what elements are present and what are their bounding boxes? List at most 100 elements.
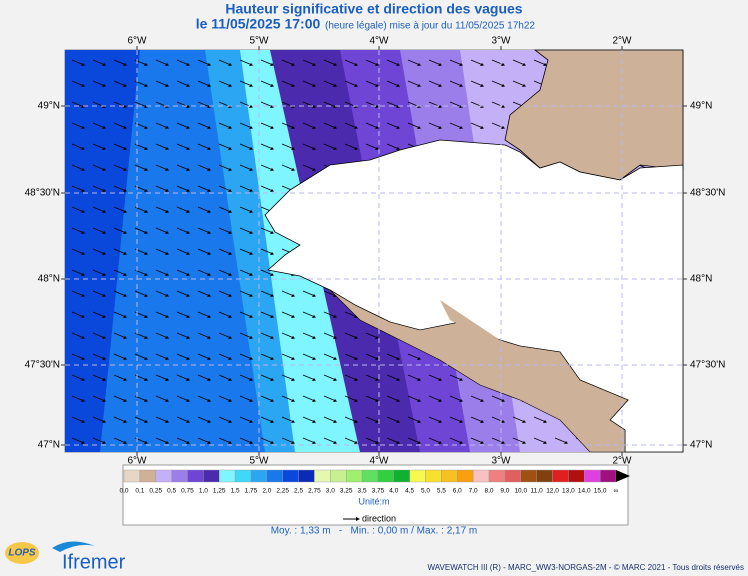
wave-arrow: [344, 59, 358, 66]
wave-arrow-head: [438, 399, 442, 402]
wave-arrow: [302, 290, 316, 297]
wave-arrow-head: [396, 63, 400, 66]
wave-arrow-head: [81, 399, 85, 402]
wave-arrow: [239, 143, 253, 150]
wave-arrow-head: [123, 63, 127, 66]
wave-arrow: [71, 185, 85, 192]
wave-arrow-head: [291, 168, 295, 171]
wave-arrow-head: [543, 420, 547, 423]
wave-arrow-head: [459, 420, 463, 423]
wave-arrow: [323, 59, 337, 66]
wave-arrow: [407, 122, 421, 129]
wave-arrow: [344, 416, 358, 423]
wave-arrow: [92, 143, 106, 150]
lat-label: 48°30'N: [25, 188, 60, 199]
wave-arrow: [92, 416, 106, 423]
wave-arrow: [260, 59, 274, 66]
wave-arrow-head: [144, 147, 148, 150]
wave-arrow-head: [81, 210, 85, 213]
wave-arrow: [239, 353, 253, 360]
lon-label: 4°W: [370, 456, 390, 467]
wave-arrow-head: [207, 441, 211, 444]
wave-arrow-head: [144, 378, 148, 381]
stats: Moy. : 1,33 m - Min. : 0,00 m / Max. : 2…: [271, 526, 478, 537]
wave-arrow: [365, 416, 379, 423]
wave-arrow: [197, 185, 211, 192]
wave-arrow: [428, 395, 442, 402]
wave-arrow: [323, 101, 337, 108]
wave-arrow-head: [480, 441, 484, 444]
wave-arrow-head: [228, 399, 232, 402]
wave-arrow: [197, 353, 211, 360]
lon-label: 2°W: [613, 36, 633, 47]
wave-arrow-head: [312, 294, 316, 297]
wave-arrow: [218, 185, 232, 192]
wave-arrow-head: [249, 126, 253, 129]
wave-arrow: [92, 290, 106, 297]
wave-arrow: [197, 80, 211, 87]
wave-arrow-head: [81, 147, 85, 150]
legend-label: 0,5: [167, 488, 176, 495]
credit: WAVEWATCH III (R) - MARC_WW3-NORGAS-2M -…: [428, 563, 744, 572]
wave-arrow: [428, 437, 442, 444]
wave-arrow: [470, 122, 484, 129]
wave-arrow-head: [102, 378, 106, 381]
wave-arrow-head: [396, 357, 400, 360]
wave-arrow-head: [375, 105, 379, 108]
wave-arrow-head: [333, 147, 337, 150]
wave-arrow-head: [165, 189, 169, 192]
wave-arrow-head: [480, 399, 484, 402]
legend-swatch: [139, 469, 156, 483]
wave-arrow-head: [480, 126, 484, 129]
wave-arrow: [260, 374, 274, 381]
wave-arrow-head: [291, 147, 295, 150]
wave-arrow-head: [144, 420, 148, 423]
wave-arrow-head: [207, 168, 211, 171]
legend-label: 4,0: [389, 488, 398, 495]
wave-arrow: [92, 59, 106, 66]
wave-arrow: [281, 311, 295, 318]
wave-arrow-head: [354, 84, 358, 87]
wave-arrow-head: [165, 357, 169, 360]
legend-swatch: [282, 469, 299, 483]
wave-arrow-head: [81, 294, 85, 297]
wave-arrow: [176, 416, 190, 423]
wave-arrow: [92, 437, 106, 444]
legend-label: 12,0: [546, 488, 559, 495]
wave-arrow: [113, 437, 127, 444]
wave-arrow: [197, 374, 211, 381]
lon-label: 5°W: [250, 456, 270, 467]
wave-arrow: [344, 332, 358, 339]
wave-arrow-head: [417, 399, 421, 402]
wave-arrow: [218, 353, 232, 360]
wave-arrow: [281, 437, 295, 444]
wave-arrow-head: [417, 357, 421, 360]
wave-arrow-head: [417, 126, 421, 129]
wave-arrow-head: [144, 315, 148, 318]
wave-arrow: [491, 395, 505, 402]
wave-arrow: [344, 353, 358, 360]
land-coast-south: [329, 289, 629, 453]
wave-arrow-head: [186, 399, 190, 402]
wave-arrow-head: [123, 294, 127, 297]
legend-label: 3,25: [340, 488, 353, 495]
wave-arrow: [176, 248, 190, 255]
wave-arrow-head: [165, 147, 169, 150]
wave-arrow: [92, 227, 106, 234]
wave-arrow: [281, 416, 295, 423]
wave-arrow: [449, 437, 463, 444]
wave-arrow: [365, 437, 379, 444]
wave-arrow-head: [291, 441, 295, 444]
wave-arrow-head: [270, 84, 274, 87]
wave-arrow-head: [186, 84, 190, 87]
wave-arrow: [281, 59, 295, 66]
wave-arrow-head: [144, 63, 148, 66]
wave-arrow-head: [186, 231, 190, 234]
wave-arrow: [302, 416, 316, 423]
wave-arrow-head: [375, 378, 379, 381]
lat-label: 48°N: [38, 274, 60, 285]
wave-arrow-head: [144, 441, 148, 444]
legend-swatch: [552, 469, 569, 483]
wave-arrow-head: [123, 210, 127, 213]
wave-arrow: [218, 437, 232, 444]
